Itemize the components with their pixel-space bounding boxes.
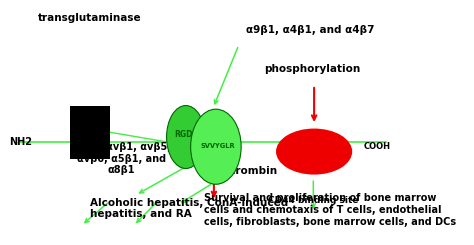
Text: Survival and proliferation of bone marrow
cells and chemotaxis of T cells, endot: Survival and proliferation of bone marro…	[204, 194, 456, 227]
Text: COOH: COOH	[363, 142, 390, 151]
Text: transglutaminase: transglutaminase	[38, 13, 141, 23]
Text: phosphorylation: phosphorylation	[264, 64, 360, 74]
FancyBboxPatch shape	[70, 106, 109, 159]
Circle shape	[276, 129, 352, 175]
Text: CD44 binding site: CD44 binding site	[268, 196, 358, 205]
Text: thrombin: thrombin	[224, 166, 278, 176]
Text: α9β1, α4β1, and α4β7: α9β1, α4β1, and α4β7	[246, 25, 374, 36]
Text: RGD: RGD	[174, 130, 193, 139]
Text: NH2: NH2	[9, 137, 32, 147]
Ellipse shape	[166, 106, 205, 169]
Text: αvβ3, αvβ1, αvβ5,
αvβ6, α5β1, and
α8β1: αvβ3, αvβ1, αvβ5, αvβ6, α5β1, and α8β1	[72, 142, 171, 175]
Text: SVVYGLR: SVVYGLR	[201, 143, 235, 148]
Ellipse shape	[191, 109, 241, 184]
Text: Alcoholic hepatitis, ConA-induced
hepatitis, and RA: Alcoholic hepatitis, ConA-induced hepati…	[90, 198, 288, 219]
